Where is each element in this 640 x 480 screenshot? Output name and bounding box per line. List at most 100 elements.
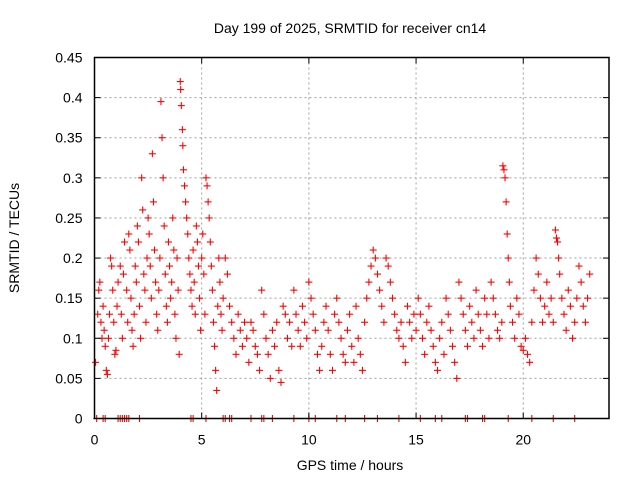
data-point — [127, 294, 135, 302]
data-point — [155, 286, 163, 294]
x-tick-label: 20 — [515, 432, 531, 448]
data-point — [106, 310, 114, 318]
data-point — [534, 270, 542, 278]
data-point — [214, 302, 222, 310]
y-tick-label: 0 — [75, 411, 83, 427]
data-point — [205, 214, 213, 222]
y-tick-label: 0.2 — [63, 250, 83, 266]
data-point — [151, 246, 159, 254]
data-point — [444, 310, 452, 318]
data-point — [251, 342, 259, 350]
data-point — [290, 286, 298, 294]
data-point — [241, 318, 249, 326]
y-tick-label: 0.05 — [55, 370, 82, 386]
data-point — [206, 238, 214, 246]
data-point — [365, 278, 373, 286]
data-point — [416, 310, 424, 318]
data-point — [194, 262, 202, 270]
data-point — [376, 286, 384, 294]
data-point — [440, 350, 448, 358]
data-point — [438, 318, 446, 326]
data-point — [238, 342, 246, 350]
data-point — [294, 326, 302, 334]
data-point — [103, 370, 111, 378]
data-point — [468, 318, 476, 326]
data-point — [427, 326, 435, 334]
data-point — [354, 334, 362, 342]
data-point — [193, 238, 201, 246]
data-point — [201, 310, 209, 318]
data-point — [101, 342, 109, 350]
data-point — [313, 350, 321, 358]
data-point — [449, 342, 457, 350]
data-point — [530, 286, 538, 294]
data-point — [487, 278, 495, 286]
data-point — [189, 246, 197, 254]
data-point — [288, 342, 296, 350]
x-tick-label: 5 — [198, 432, 206, 448]
data-points — [92, 78, 594, 422]
data-point — [111, 350, 119, 358]
data-point — [119, 270, 127, 278]
x-tick-label: 10 — [301, 432, 317, 448]
data-point — [171, 310, 179, 318]
data-point — [474, 310, 482, 318]
data-point — [226, 302, 234, 310]
data-point — [130, 310, 138, 318]
data-point — [393, 326, 401, 334]
data-point — [181, 182, 189, 190]
data-point — [162, 302, 170, 310]
data-point — [245, 358, 253, 366]
data-point — [179, 142, 187, 150]
data-point — [223, 270, 231, 278]
data-point — [268, 326, 276, 334]
data-point — [316, 366, 324, 374]
data-point — [258, 286, 266, 294]
data-point — [232, 350, 240, 358]
data-point — [579, 302, 587, 310]
data-point — [343, 326, 351, 334]
data-point — [496, 334, 504, 342]
data-point — [212, 366, 220, 374]
data-point — [198, 254, 206, 262]
data-point — [502, 198, 510, 206]
data-point — [221, 254, 229, 262]
data-point — [547, 294, 555, 302]
data-point — [147, 294, 155, 302]
data-point — [154, 326, 162, 334]
data-point — [296, 342, 304, 350]
data-point — [476, 326, 484, 334]
data-point — [208, 286, 216, 294]
data-point — [429, 342, 437, 350]
data-point — [341, 358, 349, 366]
data-point — [401, 358, 409, 366]
data-point — [161, 270, 169, 278]
data-point — [197, 326, 205, 334]
data-point — [177, 102, 185, 110]
data-point — [363, 294, 371, 302]
data-point — [410, 310, 418, 318]
data-point — [292, 310, 300, 318]
data-point — [356, 350, 364, 358]
data-point — [501, 174, 509, 182]
data-point — [211, 342, 219, 350]
data-point — [526, 358, 534, 366]
data-point — [485, 334, 493, 342]
data-point — [552, 234, 560, 242]
data-point — [423, 318, 431, 326]
data-point — [164, 238, 172, 246]
data-point — [339, 350, 347, 358]
data-point — [391, 310, 399, 318]
data-point — [185, 254, 193, 262]
data-point — [457, 294, 465, 302]
data-point — [99, 302, 107, 310]
data-point — [277, 378, 285, 386]
data-point — [543, 278, 551, 286]
data-point — [311, 326, 319, 334]
data-point — [175, 350, 183, 358]
data-point — [117, 310, 125, 318]
data-point — [494, 326, 502, 334]
data-point — [200, 270, 208, 278]
data-point — [110, 318, 118, 326]
data-point — [113, 302, 121, 310]
